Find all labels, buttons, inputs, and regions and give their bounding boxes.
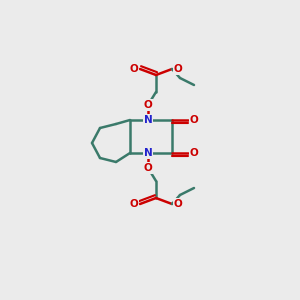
Text: O: O — [144, 100, 152, 110]
Text: O: O — [190, 115, 198, 125]
Text: O: O — [130, 64, 138, 74]
Text: O: O — [130, 199, 138, 209]
Text: N: N — [144, 148, 152, 158]
Text: O: O — [174, 199, 182, 209]
Text: N: N — [144, 115, 152, 125]
Text: O: O — [144, 163, 152, 173]
Text: O: O — [190, 148, 198, 158]
Text: O: O — [174, 64, 182, 74]
